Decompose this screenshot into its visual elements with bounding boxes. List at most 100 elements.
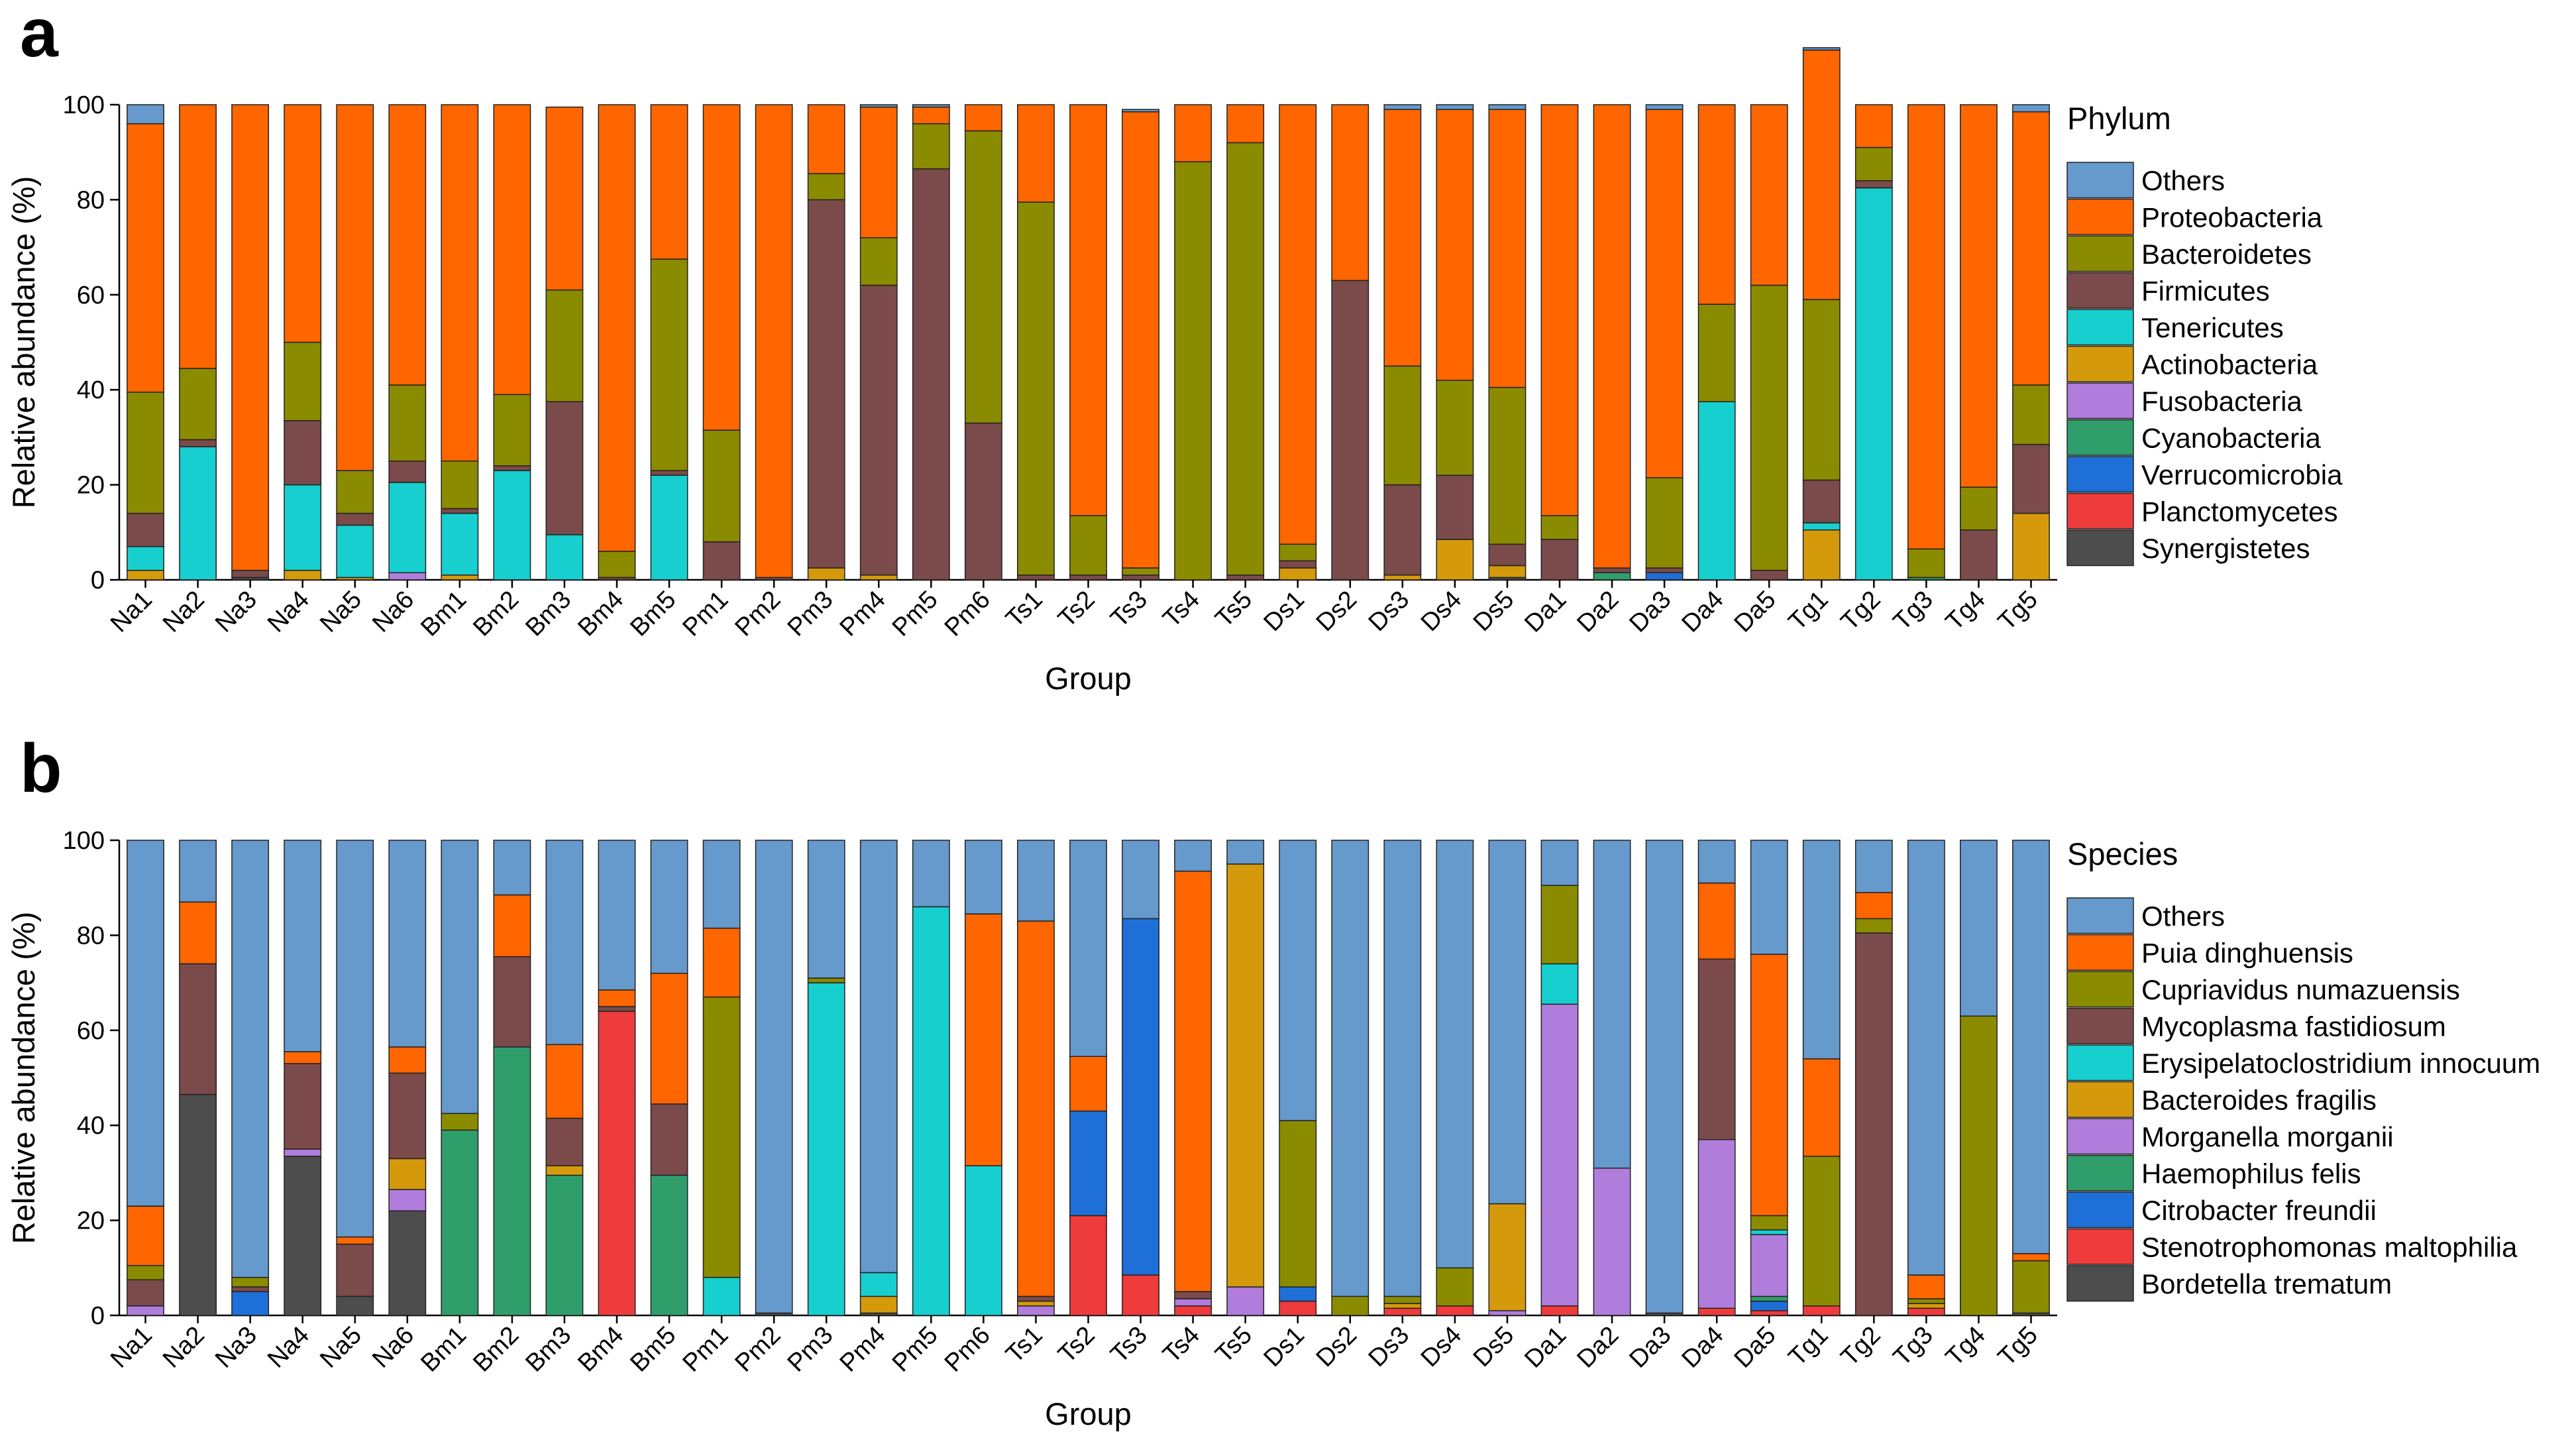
- bar-segment-Bm4-puia-dinghuensis: [598, 989, 636, 1007]
- x-tick-label: Na6: [367, 586, 419, 638]
- bar-segment-Da4-others: [1697, 840, 1736, 884]
- bar-segment-Tg5-cupriavidus-numazuensis: [2012, 1260, 2050, 1314]
- x-tick-label: Ds1: [1259, 1321, 1310, 1372]
- bar-segment-Na4-firmicutes: [284, 420, 322, 486]
- y-tick-label: 80: [77, 186, 105, 214]
- y-tick-label: 80: [77, 922, 105, 950]
- bar-segment-Tg2-proteobacteria: [1854, 104, 1893, 148]
- legend-title: Phylum: [2067, 101, 2171, 136]
- x-tick-label: Bm2: [468, 586, 524, 642]
- bar-segment-Da4-proteobacteria: [1697, 104, 1736, 305]
- bar-segment-Ds2-others: [1331, 840, 1369, 1298]
- legend-label: Bacteroidetes: [2141, 239, 2312, 270]
- bar-segment-Na1-cupriavidus-numazuensis: [127, 1264, 164, 1280]
- bar-segment-Pm3-erysipelatoclostridium-innocuum: [807, 982, 845, 1316]
- bar-segment-Na3-cupriavidus-numazuensis: [231, 1276, 270, 1288]
- bar-segment-Ts3-citrobacter-freundii: [1122, 918, 1159, 1276]
- legend-label: Stenotrophomonas maltophilia: [2141, 1231, 2518, 1262]
- legend-swatch: [2066, 1081, 2134, 1118]
- legend-swatch: [2066, 1228, 2134, 1265]
- legend-swatch: [2066, 971, 2134, 1008]
- bar-segment-Ds3-proteobacteria: [1383, 109, 1422, 367]
- bar-segment-Tg4-cupriavidus-numazuensis: [1960, 1015, 1998, 1316]
- bar-segment-Na1-tenericutes: [127, 546, 164, 571]
- bar-segment-Da4-tenericutes: [1697, 401, 1736, 580]
- x-tick-label: Tg3: [1888, 586, 1939, 636]
- legend-label: Fusobacteria: [2141, 386, 2302, 417]
- bar-segment-Ts2-citrobacter-freundii: [1069, 1110, 1107, 1217]
- x-tick-label: Bm4: [572, 1321, 629, 1378]
- bar-segment-Tg4-proteobacteria: [1960, 104, 1998, 488]
- bar-segment-Da5-proteobacteria: [1750, 104, 1788, 286]
- x-tick-label: Ts4: [1157, 1321, 1205, 1369]
- y-tick-label: 60: [77, 1017, 105, 1045]
- bar-segment-Bm3-puia-dinghuensis: [545, 1044, 584, 1119]
- x-tick-label: Pm1: [678, 1321, 734, 1378]
- bar-segment-Bm2-tenericutes: [493, 470, 531, 580]
- x-tick-label: Na1: [105, 586, 158, 638]
- legend-swatch: [2066, 934, 2134, 971]
- bar-segment-Ts3-bacteroidetes: [1122, 567, 1159, 576]
- bar-segment-Ts4-morganella-morganii: [1174, 1298, 1212, 1307]
- bar-segment-Ts1-bacteroides-fragilis: [1017, 1300, 1055, 1307]
- legend-swatch: [2066, 897, 2134, 934]
- bar-segment-Ds4-others: [1436, 104, 1474, 110]
- bar-segment-Ds1-proteobacteria: [1279, 104, 1317, 545]
- bar-segment-Na6-fusobacteria: [388, 572, 427, 580]
- bar-segment-Pm6-erysipelatoclostridium-innocuum: [964, 1165, 1002, 1316]
- bar-segment-Ts2-stenotrophomonas-maltophilia: [1069, 1215, 1107, 1316]
- x-tick-label: Ts5: [1210, 586, 1258, 634]
- x-tick-label: Bm2: [468, 1321, 524, 1378]
- bar-segment-Na3-mycoplasma-fastidiosum: [231, 1286, 270, 1292]
- bar-segment-Na4-bordetella-trematum: [284, 1156, 322, 1316]
- bar-segment-Tg5-firmicutes: [2012, 443, 2050, 514]
- bar-segment-Ds5-others: [1488, 840, 1527, 1205]
- bar-segment-Tg2-puia-dinghuensis: [1854, 892, 1893, 920]
- bar-segment-Ts4-bacteroidetes: [1174, 161, 1212, 580]
- bar-segment-Ds3-bacteroides-fragilis: [1383, 1303, 1422, 1309]
- legend-label: Others: [2141, 901, 2225, 932]
- bar-segment-Ds3-cupriavidus-numazuensis: [1383, 1296, 1422, 1304]
- bar-segment-Pm5-proteobacteria: [912, 106, 950, 125]
- bar-segment-Pm1-cupriavidus-numazuensis: [702, 996, 741, 1278]
- legend-label: Tenericutes: [2141, 312, 2284, 343]
- legend-label: Synergistetes: [2141, 533, 2310, 564]
- x-tick-label: Na1: [105, 1321, 158, 1374]
- bar-segment-Na6-others: [388, 840, 427, 1048]
- bar-segment-Na2-puia-dinghuensis: [179, 901, 217, 965]
- bar-segment-Da1-others: [1540, 840, 1579, 886]
- bar-segment-Ds4-bacteroidetes: [1436, 380, 1474, 476]
- bar-segment-Ts5-firmicutes: [1226, 575, 1265, 580]
- bar-segment-Da1-cupriavidus-numazuensis: [1540, 885, 1579, 965]
- bar-segment-Na4-puia-dinghuensis: [284, 1051, 322, 1064]
- bar-segment-Bm2-bacteroidetes: [493, 394, 531, 467]
- legend-label: Planctomycetes: [2141, 496, 2337, 527]
- legend-swatch: [2066, 345, 2134, 382]
- bar-segment-Pm1-firmicutes: [702, 541, 741, 580]
- bar-segment-Pm6-bacteroidetes: [964, 130, 1002, 424]
- bar-segment-Tg1-tenericutes: [1802, 522, 1841, 531]
- bar-segment-Ds4-stenotrophomonas-maltophilia: [1436, 1305, 1474, 1316]
- bar-segment-Pm5-others: [912, 840, 950, 908]
- legend-label: Puia dinghuensis: [2141, 937, 2353, 968]
- bar-segment-Bm3-others: [545, 840, 584, 1046]
- x-tick-label: Bm3: [520, 1321, 576, 1378]
- x-tick-label: Da1: [1519, 586, 1572, 638]
- bar-segment-Bm4-proteobacteria: [598, 104, 636, 552]
- x-tick-label: Bm5: [625, 586, 681, 642]
- bar-segment-Tg2-others: [1854, 840, 1893, 893]
- bar-segment-Na2-tenericutes: [179, 446, 217, 580]
- bar-segment-Ds1-others: [1279, 840, 1317, 1121]
- bar-segment-Na5-tenericutes: [336, 524, 374, 579]
- bar-segment-Da2-morganella-morganii: [1593, 1167, 1631, 1316]
- bar-segment-Ds5-firmicutes: [1488, 543, 1527, 567]
- bar-segment-Na2-others: [179, 840, 217, 903]
- bar-segment-Ts1-proteobacteria: [1017, 104, 1055, 203]
- x-tick-label: Na3: [210, 586, 262, 638]
- x-tick-label: Na4: [262, 1321, 315, 1374]
- legend-swatch: [2066, 1191, 2134, 1229]
- bar-segment-Bm1-others: [441, 840, 479, 1115]
- x-tick-label: Da4: [1677, 586, 1729, 638]
- bar-segment-Ts2-proteobacteria: [1069, 104, 1107, 516]
